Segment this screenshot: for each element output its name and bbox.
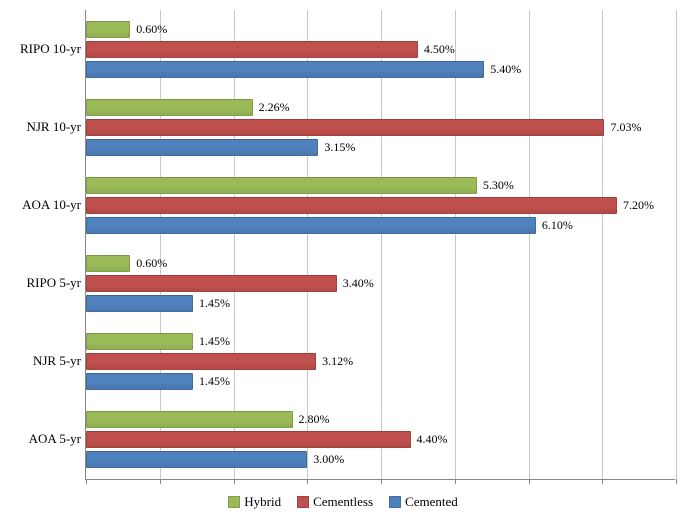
bar-value-label: 6.10% [542, 218, 573, 233]
bar-hybrid [86, 333, 193, 350]
bar-cementless [86, 353, 316, 370]
x-tick [160, 479, 161, 484]
bar-cemented [86, 373, 193, 390]
y-category-label: NJR 10-yr [1, 119, 81, 135]
bar-cementless [86, 275, 337, 292]
category-group: 0.60% 3.40% 1.45% [86, 244, 675, 322]
legend-swatch [297, 496, 309, 508]
bar-hybrid [86, 177, 477, 194]
bar-cementless [86, 431, 411, 448]
bar-cemented [86, 451, 307, 468]
legend-label: Hybrid [244, 494, 281, 510]
bar-row: 1.45% [86, 333, 230, 350]
bar-cemented [86, 295, 193, 312]
y-category-label: RIPO 10-yr [1, 41, 81, 57]
bar-row: 6.10% [86, 217, 573, 234]
bar-value-label: 1.45% [199, 334, 230, 349]
bar-hybrid [86, 21, 130, 38]
x-tick [676, 479, 677, 484]
bar-value-label: 3.12% [322, 354, 353, 369]
x-tick [234, 479, 235, 484]
bar-value-label: 2.26% [259, 100, 290, 115]
grid-line [676, 10, 677, 479]
bar-row: 3.15% [86, 139, 355, 156]
bar-value-label: 3.00% [313, 452, 344, 467]
category-group: 2.26% 7.03% 3.15% [86, 88, 675, 166]
x-tick [602, 479, 603, 484]
bar-row: 1.45% [86, 295, 230, 312]
category-group: 0.60% 4.50% 5.40% [86, 10, 675, 88]
bar-cementless [86, 41, 418, 58]
bar-cemented [86, 139, 318, 156]
bar-value-label: 0.60% [136, 256, 167, 271]
bar-row: 2.26% [86, 99, 290, 116]
x-tick [307, 479, 308, 484]
category-group: 2.80% 4.40% 3.00% [86, 400, 675, 478]
bar-row: 4.40% [86, 431, 448, 448]
bar-cemented [86, 217, 536, 234]
chart-container: 0.60% 4.50% 5.40% 2.26% 7.03% 3.15% 5.30% 7.20%… [0, 0, 686, 521]
bar-value-label: 4.50% [424, 42, 455, 57]
bar-hybrid [86, 411, 293, 428]
bar-row: 3.00% [86, 451, 344, 468]
bar-row: 3.12% [86, 353, 353, 370]
bar-row: 7.03% [86, 119, 641, 136]
bar-value-label: 3.15% [324, 140, 355, 155]
bar-row: 5.30% [86, 177, 514, 194]
legend-swatch [228, 496, 240, 508]
bar-row: 2.80% [86, 411, 330, 428]
legend-item-hybrid: Hybrid [228, 494, 281, 510]
bar-value-label: 0.60% [136, 22, 167, 37]
bar-value-label: 7.20% [623, 198, 654, 213]
legend-swatch [389, 496, 401, 508]
bar-cementless [86, 119, 604, 136]
bar-value-label: 1.45% [199, 374, 230, 389]
bar-row: 0.60% [86, 255, 167, 272]
bar-row: 5.40% [86, 61, 521, 78]
bar-value-label: 7.03% [610, 120, 641, 135]
x-tick [455, 479, 456, 484]
bar-hybrid [86, 99, 253, 116]
bar-row: 7.20% [86, 197, 654, 214]
legend-item-cementless: Cementless [297, 494, 373, 510]
y-category-label: NJR 5-yr [1, 353, 81, 369]
x-tick [86, 479, 87, 484]
legend-label: Cementless [313, 494, 373, 510]
category-group: 5.30% 7.20% 6.10% [86, 166, 675, 244]
bar-row: 0.60% [86, 21, 167, 38]
x-tick [381, 479, 382, 484]
bar-value-label: 2.80% [299, 412, 330, 427]
bar-row: 4.50% [86, 41, 455, 58]
bar-value-label: 1.45% [199, 296, 230, 311]
plot-area: 0.60% 4.50% 5.40% 2.26% 7.03% 3.15% 5.30% 7.20%… [85, 10, 675, 480]
y-category-label: AOA 5-yr [1, 431, 81, 447]
bar-value-label: 5.40% [490, 62, 521, 77]
bar-value-label: 5.30% [483, 178, 514, 193]
bar-value-label: 4.40% [417, 432, 448, 447]
bar-value-label: 3.40% [343, 276, 374, 291]
y-category-label: AOA 10-yr [1, 197, 81, 213]
legend-label: Cemented [405, 494, 458, 510]
y-category-label: RIPO 5-yr [1, 275, 81, 291]
category-group: 1.45% 3.12% 1.45% [86, 322, 675, 400]
x-tick [529, 479, 530, 484]
bar-cementless [86, 197, 617, 214]
legend-item-cemented: Cemented [389, 494, 458, 510]
bar-row: 3.40% [86, 275, 374, 292]
bar-row: 1.45% [86, 373, 230, 390]
bar-cemented [86, 61, 484, 78]
legend: Hybrid Cementless Cemented [0, 490, 686, 514]
bar-hybrid [86, 255, 130, 272]
